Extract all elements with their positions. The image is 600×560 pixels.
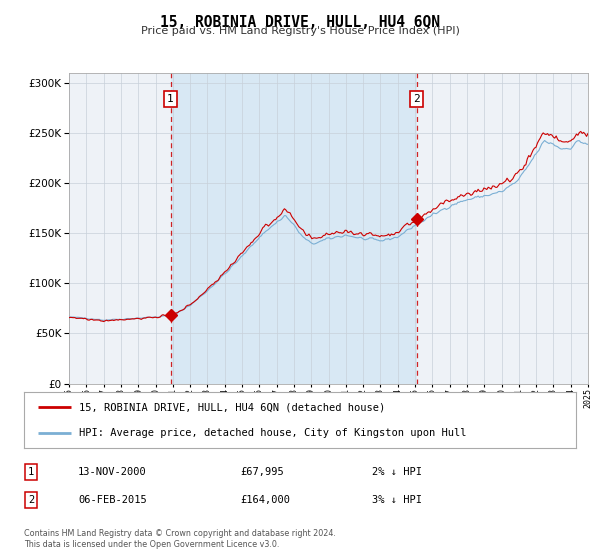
Text: 2: 2 xyxy=(28,495,34,505)
Text: 2% ↓ HPI: 2% ↓ HPI xyxy=(372,467,422,477)
Text: This data is licensed under the Open Government Licence v3.0.: This data is licensed under the Open Gov… xyxy=(24,540,280,549)
Text: Price paid vs. HM Land Registry's House Price Index (HPI): Price paid vs. HM Land Registry's House … xyxy=(140,26,460,36)
Text: 15, ROBINIA DRIVE, HULL, HU4 6QN (detached house): 15, ROBINIA DRIVE, HULL, HU4 6QN (detach… xyxy=(79,402,385,412)
Text: £164,000: £164,000 xyxy=(240,495,290,505)
Text: 13-NOV-2000: 13-NOV-2000 xyxy=(78,467,147,477)
Text: 3% ↓ HPI: 3% ↓ HPI xyxy=(372,495,422,505)
Text: 1: 1 xyxy=(167,94,174,104)
Text: 06-FEB-2015: 06-FEB-2015 xyxy=(78,495,147,505)
Text: HPI: Average price, detached house, City of Kingston upon Hull: HPI: Average price, detached house, City… xyxy=(79,428,467,438)
Text: 2: 2 xyxy=(413,94,420,104)
Text: 15, ROBINIA DRIVE, HULL, HU4 6QN: 15, ROBINIA DRIVE, HULL, HU4 6QN xyxy=(160,15,440,30)
Bar xyxy=(170,73,416,384)
Text: Contains HM Land Registry data © Crown copyright and database right 2024.: Contains HM Land Registry data © Crown c… xyxy=(24,529,336,538)
Text: £67,995: £67,995 xyxy=(240,467,284,477)
Text: 1: 1 xyxy=(28,467,34,477)
